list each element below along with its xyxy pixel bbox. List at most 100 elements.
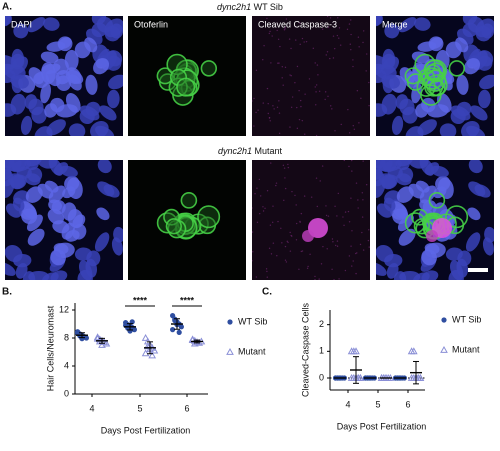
nucleus bbox=[40, 82, 51, 104]
error-bar bbox=[194, 339, 200, 344]
nucleus bbox=[24, 173, 41, 186]
speck bbox=[266, 17, 268, 20]
hair-cell bbox=[197, 205, 221, 229]
speck bbox=[352, 125, 354, 127]
speck bbox=[321, 28, 324, 30]
speck bbox=[312, 47, 315, 50]
speck bbox=[276, 106, 279, 108]
nucleus bbox=[52, 220, 70, 234]
data-point bbox=[143, 342, 152, 350]
speck bbox=[256, 221, 259, 223]
speck bbox=[283, 199, 285, 202]
speck bbox=[304, 93, 306, 95]
speck bbox=[258, 178, 261, 181]
speck bbox=[283, 29, 286, 31]
nucleus bbox=[93, 58, 110, 75]
nucleus bbox=[57, 36, 73, 52]
speck bbox=[339, 44, 342, 46]
speck bbox=[295, 39, 297, 41]
nucleus bbox=[97, 160, 112, 174]
hair-cell bbox=[411, 208, 428, 226]
speck bbox=[280, 227, 282, 229]
chart: C. 0 1 2 Cleaved-Caspase Cells Days Post Fert… bbox=[262, 287, 481, 432]
speck bbox=[361, 231, 363, 234]
speck bbox=[368, 81, 370, 84]
nucleus bbox=[9, 56, 28, 75]
speck bbox=[300, 250, 303, 253]
speck bbox=[325, 205, 327, 207]
speck bbox=[257, 109, 259, 111]
speck bbox=[284, 26, 286, 28]
speck bbox=[338, 27, 341, 29]
nucleus bbox=[106, 50, 123, 67]
speck bbox=[264, 207, 266, 210]
data-point bbox=[98, 340, 106, 348]
speck bbox=[272, 105, 274, 107]
nucleus bbox=[85, 74, 98, 95]
error-bar bbox=[413, 360, 419, 385]
speck bbox=[305, 40, 308, 43]
channel-label: DAPI bbox=[11, 19, 32, 29]
speck bbox=[326, 51, 329, 53]
speck bbox=[365, 183, 368, 186]
nucleus bbox=[110, 23, 123, 39]
error-bar bbox=[174, 318, 180, 330]
nucleus bbox=[384, 23, 400, 39]
nucleus bbox=[411, 82, 422, 104]
data-point bbox=[148, 351, 157, 359]
speck bbox=[310, 196, 313, 198]
speck bbox=[291, 190, 293, 193]
speck bbox=[287, 163, 289, 166]
speck bbox=[334, 47, 336, 50]
speck bbox=[298, 89, 300, 92]
condition: Mutant bbox=[255, 146, 283, 156]
nucleus bbox=[36, 160, 58, 169]
speck bbox=[295, 204, 297, 206]
speck bbox=[368, 229, 370, 231]
speck bbox=[336, 240, 339, 242]
nucleus bbox=[421, 249, 437, 266]
speck bbox=[348, 221, 351, 223]
nucleus bbox=[26, 214, 43, 232]
speck bbox=[315, 177, 318, 179]
nucleus bbox=[12, 197, 25, 212]
nucleus bbox=[484, 226, 494, 243]
speck bbox=[300, 212, 303, 215]
speck bbox=[351, 265, 353, 267]
speck bbox=[332, 241, 334, 243]
nucleus bbox=[21, 208, 38, 225]
hair-cell bbox=[200, 60, 218, 77]
x-tick-label: 5 bbox=[137, 403, 142, 413]
speck bbox=[368, 246, 370, 248]
speck bbox=[272, 242, 275, 244]
data-point bbox=[170, 327, 176, 333]
nucleus bbox=[467, 16, 485, 33]
speck bbox=[315, 134, 318, 136]
speck bbox=[294, 81, 296, 84]
speck bbox=[262, 206, 264, 208]
speck bbox=[259, 195, 262, 197]
error-bar bbox=[353, 356, 359, 384]
nucleus bbox=[44, 103, 58, 118]
speck bbox=[353, 128, 356, 130]
nucleus bbox=[415, 103, 429, 118]
speck bbox=[266, 190, 269, 192]
nucleus bbox=[481, 23, 494, 39]
hair-cell bbox=[156, 67, 174, 85]
speck bbox=[314, 62, 316, 64]
speck bbox=[263, 45, 265, 47]
speck bbox=[334, 205, 336, 208]
speck bbox=[278, 132, 281, 135]
speck bbox=[367, 239, 370, 242]
speck bbox=[276, 29, 278, 32]
speck bbox=[296, 65, 299, 68]
nucleus bbox=[437, 177, 454, 200]
legend-marker bbox=[227, 319, 233, 325]
speck bbox=[269, 30, 271, 33]
speck bbox=[289, 231, 291, 234]
speck bbox=[298, 118, 301, 121]
speck bbox=[348, 165, 350, 168]
speck bbox=[351, 170, 353, 172]
x-axis-label: Days Post Fertilization bbox=[101, 425, 191, 435]
